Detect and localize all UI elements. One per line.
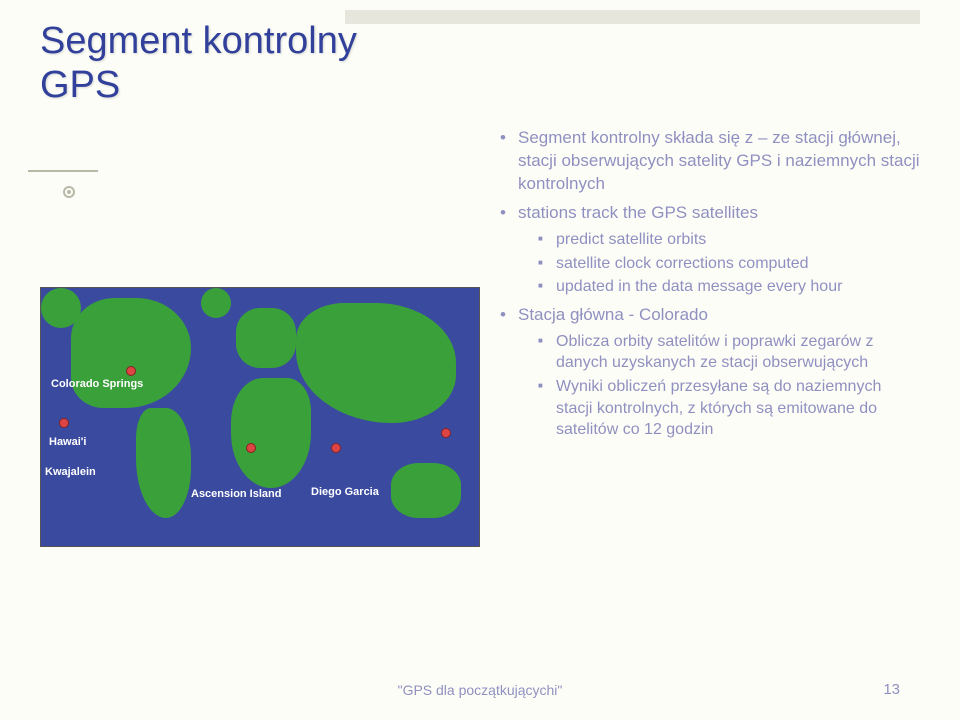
bullet-3-sub-1: Oblicza orbity satelitów i poprawki zega… (538, 331, 920, 374)
bullet-list: Segment kontrolny składa się z – ze stac… (500, 127, 920, 547)
bullet-2-sub-1: predict satellite orbits (538, 229, 920, 251)
bullet-2-sub-2: satellite clock corrections computed (538, 253, 920, 275)
station-hawaii (59, 418, 69, 428)
footer-text: "GPS dla początkującychi" (0, 682, 960, 698)
bullet-1: Segment kontrolny składa się z – ze stac… (500, 127, 920, 196)
station-diego (331, 443, 341, 453)
bullet-3-sub-2: Wyniki obliczeń przesyłane są do naziemn… (538, 376, 920, 441)
decorative-top-bar (345, 10, 920, 24)
map-container: Colorado Springs Hawai'i Kwajalein Ascen… (40, 287, 480, 547)
land-as (296, 303, 456, 423)
decorative-ornament (28, 170, 98, 198)
page-number: 13 (883, 681, 900, 698)
land-af (231, 378, 311, 488)
land-eu (236, 308, 296, 368)
world-map: Colorado Springs Hawai'i Kwajalein Ascen… (40, 287, 480, 547)
slide: Segment kontrolny GPS (0, 0, 960, 720)
land-na (71, 298, 191, 408)
label-kwajalein: Kwajalein (45, 466, 96, 478)
bullet-2-text: stations track the GPS satellites (518, 203, 758, 222)
bullet-1-text: Segment kontrolny składa się z – ze stac… (518, 128, 920, 193)
label-hawaii: Hawai'i (49, 436, 86, 448)
deco-line (28, 170, 98, 172)
bullet-2: stations track the GPS satellites predic… (500, 202, 920, 298)
slide-title: Segment kontrolny GPS (40, 20, 920, 107)
label-colorado: Colorado Springs (51, 378, 143, 390)
land-gl (201, 288, 231, 318)
label-diego: Diego Garcia (311, 486, 379, 498)
title-line-2: GPS (40, 64, 120, 106)
content-row: Colorado Springs Hawai'i Kwajalein Ascen… (40, 127, 920, 547)
land-sa (136, 408, 191, 518)
land-au (391, 463, 461, 518)
bullet-3-text: Stacja główna - Colorado (518, 305, 708, 324)
station-kwajalein (441, 428, 451, 438)
title-line-1: Segment kontrolny (40, 20, 357, 62)
bullet-2-sub-3: updated in the data message every hour (538, 276, 920, 298)
bullet-3: Stacja główna - Colorado Oblicza orbity … (500, 304, 920, 441)
deco-dot (63, 186, 75, 198)
label-ascension: Ascension Island (191, 488, 281, 500)
